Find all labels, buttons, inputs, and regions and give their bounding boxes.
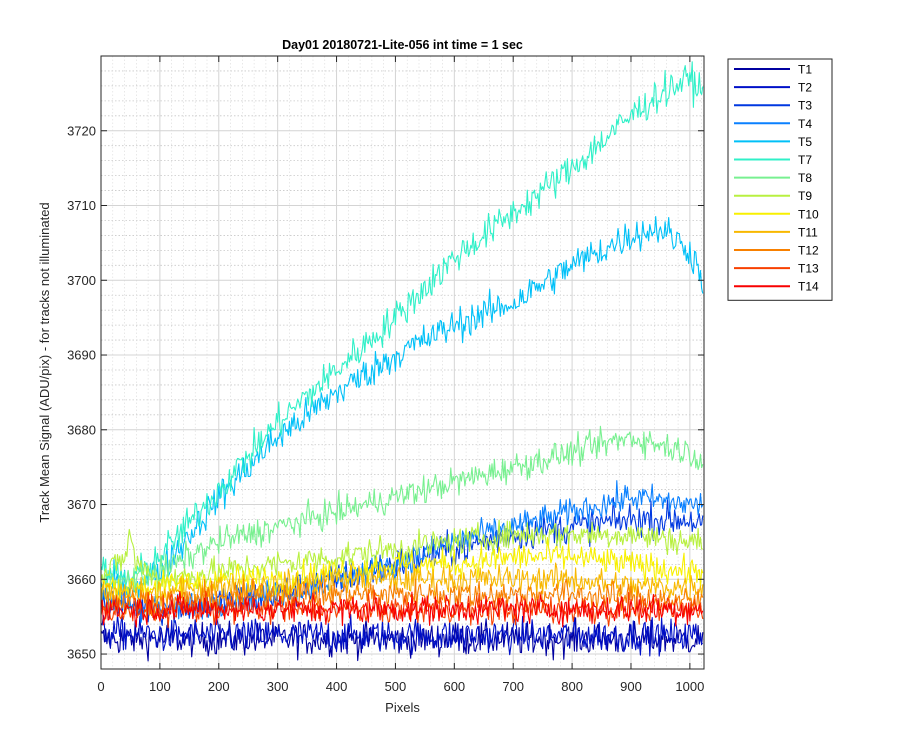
legend-label: T9 bbox=[798, 189, 812, 203]
x-tick-label: 300 bbox=[267, 679, 289, 694]
x-tick-label: 900 bbox=[620, 679, 642, 694]
x-tick-label: 1000 bbox=[675, 679, 704, 694]
series-line-t7 bbox=[100, 61, 704, 589]
chart-title: Day01 20180721-Lite-056 int time = 1 sec bbox=[282, 38, 523, 52]
legend-label: T4 bbox=[798, 117, 812, 131]
legend-label: T11 bbox=[798, 225, 818, 239]
x-axis-label: Pixels bbox=[385, 700, 420, 715]
y-tick-label: 3680 bbox=[67, 422, 96, 437]
y-tick-label: 3650 bbox=[67, 647, 96, 662]
series-line-t13 bbox=[100, 589, 704, 629]
legend-label: T2 bbox=[798, 81, 812, 95]
y-axis-label: Track Mean Signal (ADU/pix) - for tracks… bbox=[37, 202, 52, 522]
series-line-t14 bbox=[100, 590, 704, 628]
legend-label: T5 bbox=[798, 135, 812, 149]
series-line-t1 bbox=[100, 617, 704, 662]
x-tick-label: 800 bbox=[561, 679, 583, 694]
x-tick-label: 400 bbox=[326, 679, 348, 694]
x-tick-label: 100 bbox=[149, 679, 171, 694]
legend-label: T1 bbox=[798, 63, 812, 77]
series-line-t5 bbox=[100, 215, 704, 610]
x-tick-label: 200 bbox=[208, 679, 230, 694]
y-tick-label: 3720 bbox=[67, 123, 96, 138]
y-tick-label: 3710 bbox=[67, 198, 96, 213]
legend-label: T3 bbox=[798, 99, 812, 113]
x-tick-label: 0 bbox=[97, 679, 104, 694]
legend-label: T7 bbox=[798, 153, 812, 167]
series-line-t2 bbox=[100, 614, 703, 657]
x-tick-label: 500 bbox=[385, 679, 407, 694]
plot-frame bbox=[100, 55, 705, 670]
series-line-t12 bbox=[100, 577, 704, 622]
legend-box bbox=[727, 58, 833, 301]
legend: T1 T2 T3 T4 T5 T7 T8 T9 T10 T11 T12 T13 T14 bbox=[727, 58, 833, 301]
legend-label: T12 bbox=[798, 244, 819, 258]
legend-label: T13 bbox=[798, 262, 819, 276]
y-tick-label: 3660 bbox=[67, 572, 96, 587]
series-line-t8 bbox=[100, 425, 704, 603]
series-line-t9 bbox=[100, 519, 703, 593]
legend-label: T8 bbox=[798, 171, 812, 185]
y-tick-label: 3670 bbox=[67, 497, 96, 512]
legend-label: T10 bbox=[798, 207, 819, 221]
legend-label: T14 bbox=[798, 280, 819, 294]
y-tick-label: 3700 bbox=[67, 273, 96, 288]
y-tick-label: 3690 bbox=[67, 348, 96, 363]
plot-data bbox=[100, 61, 704, 662]
x-tick-label: 700 bbox=[502, 679, 524, 694]
x-tick-label: 600 bbox=[443, 679, 465, 694]
axis-ticks: 0 100 200 300 400 500 600 700 800 900 1000 3650 3660… bbox=[67, 56, 704, 694]
